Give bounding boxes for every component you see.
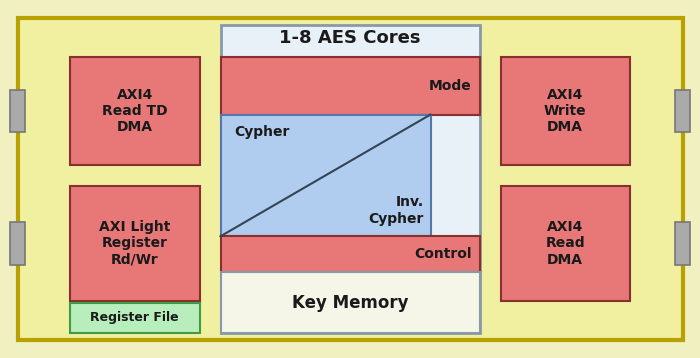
Text: AXI4
Write
DMA: AXI4 Write DMA bbox=[544, 88, 587, 134]
FancyBboxPatch shape bbox=[220, 115, 430, 236]
FancyBboxPatch shape bbox=[70, 57, 199, 165]
FancyBboxPatch shape bbox=[10, 90, 25, 132]
Text: AXI4
Read
DMA: AXI4 Read DMA bbox=[545, 220, 585, 267]
FancyBboxPatch shape bbox=[500, 57, 630, 165]
FancyBboxPatch shape bbox=[675, 90, 690, 132]
FancyBboxPatch shape bbox=[500, 186, 630, 301]
FancyBboxPatch shape bbox=[220, 25, 480, 333]
FancyBboxPatch shape bbox=[70, 303, 199, 333]
FancyBboxPatch shape bbox=[18, 18, 682, 340]
FancyBboxPatch shape bbox=[220, 236, 480, 272]
Text: Mode: Mode bbox=[429, 79, 472, 93]
Text: AXI4
Read TD
DMA: AXI4 Read TD DMA bbox=[102, 88, 167, 134]
Text: Key Memory: Key Memory bbox=[292, 294, 408, 311]
Text: Register File: Register File bbox=[90, 311, 179, 324]
Text: 1-8 AES Cores: 1-8 AES Cores bbox=[279, 29, 421, 47]
FancyBboxPatch shape bbox=[675, 222, 690, 265]
FancyBboxPatch shape bbox=[220, 272, 480, 333]
Text: Cypher: Cypher bbox=[234, 125, 290, 139]
FancyBboxPatch shape bbox=[70, 186, 199, 301]
Text: Control: Control bbox=[414, 247, 472, 261]
FancyBboxPatch shape bbox=[220, 57, 480, 115]
FancyBboxPatch shape bbox=[10, 222, 25, 265]
Text: AXI Light
Register
Rd/Wr: AXI Light Register Rd/Wr bbox=[99, 220, 170, 267]
Text: Inv.
Cypher: Inv. Cypher bbox=[368, 195, 423, 226]
